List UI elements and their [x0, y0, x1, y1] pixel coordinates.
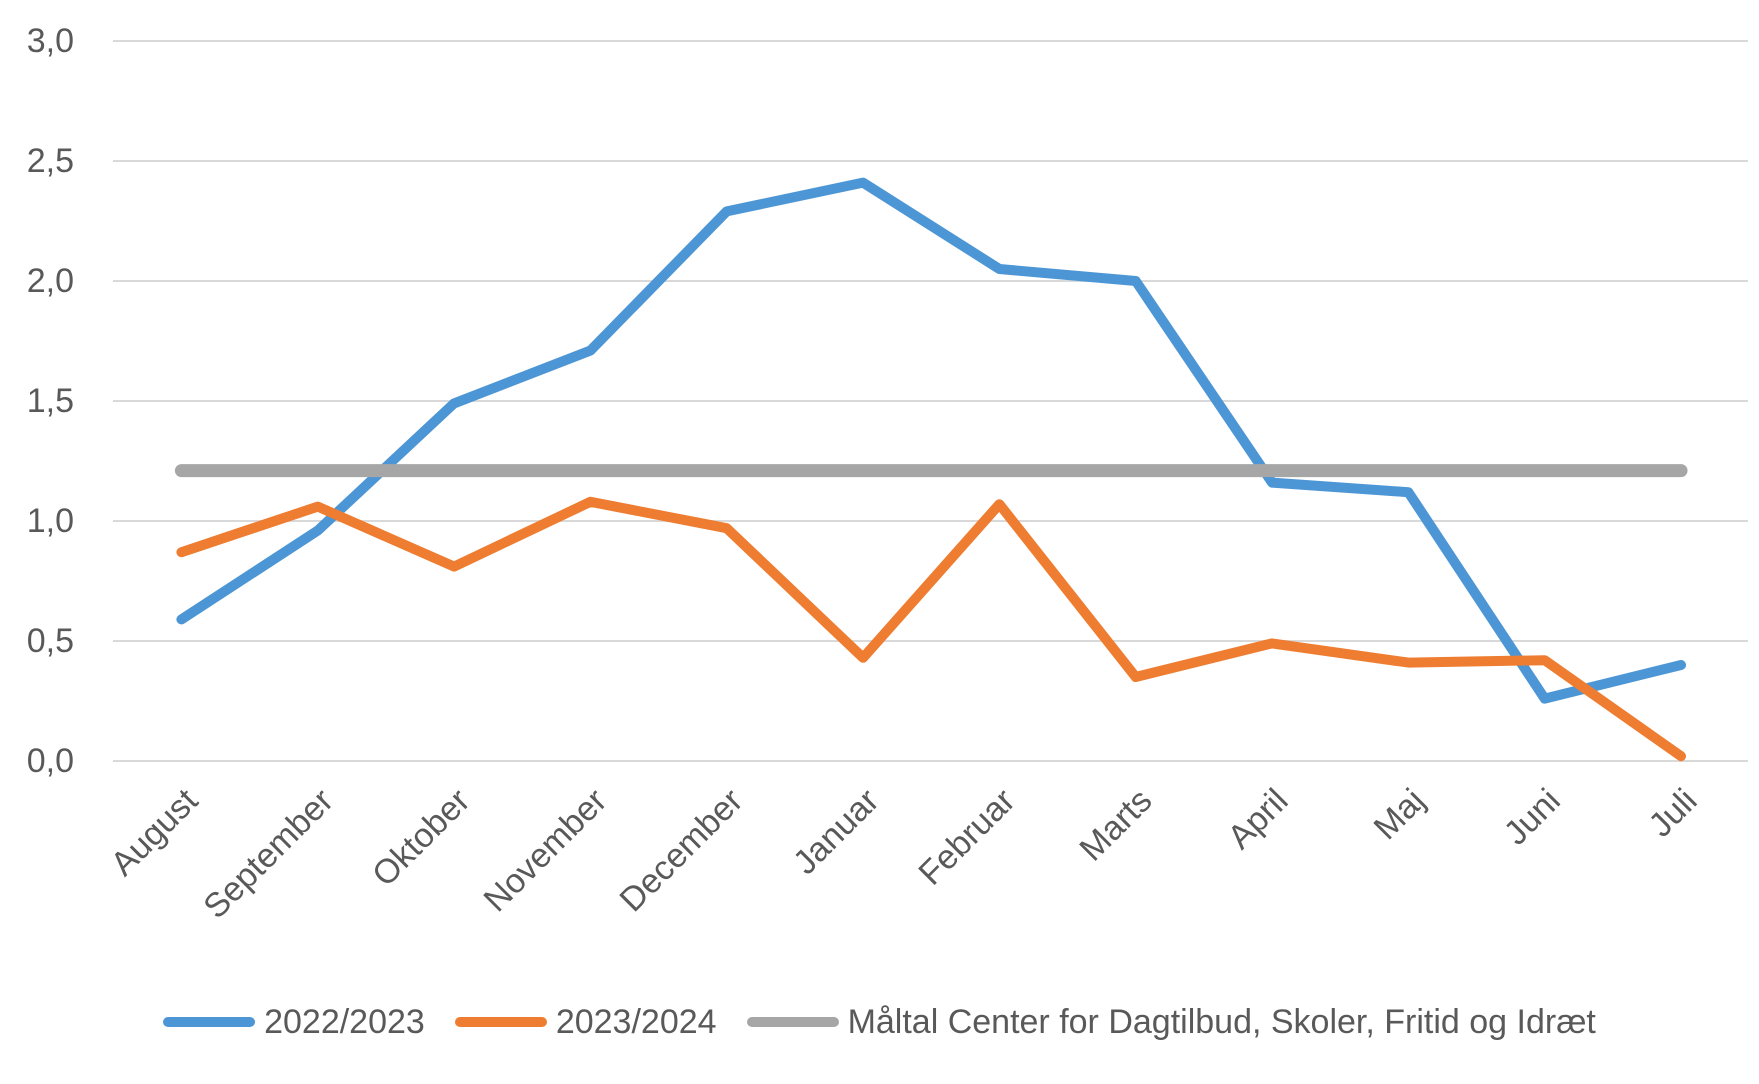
- legend-line-marker: [163, 1017, 256, 1027]
- legend: 2022/2023 2023/2024 Måltal Center for Dagt…: [0, 998, 1759, 1046]
- legend-item-maltal: Måltal Center for Dagtilbud, Skoler, Fri…: [746, 1000, 1596, 1044]
- y-tick-label: 2,5: [26, 142, 74, 180]
- y-tick-label: 1,0: [26, 502, 74, 540]
- legend-label: Måltal Center for Dagtilbud, Skoler, Fri…: [847, 1003, 1596, 1041]
- legend-label: 2022/2023: [264, 1003, 425, 1041]
- y-tick-label: 3,0: [26, 22, 74, 60]
- y-tick-label: 2,0: [26, 262, 74, 300]
- legend-item-2023-2024: 2023/2024: [454, 1000, 717, 1044]
- y-tick-label: 1,5: [26, 382, 74, 420]
- legend-line-marker: [746, 1017, 839, 1027]
- series-line-2023-2024: [176, 496, 1687, 762]
- y-tick-label: 0,5: [26, 622, 74, 660]
- legend-item-2022-2023: 2022/2023: [163, 1000, 425, 1044]
- y-tick-label: 0,0: [26, 742, 74, 780]
- series-line-2022-2023: [176, 177, 1687, 704]
- legend-line-marker: [454, 1017, 547, 1027]
- legend-label: 2023/2024: [555, 1003, 717, 1041]
